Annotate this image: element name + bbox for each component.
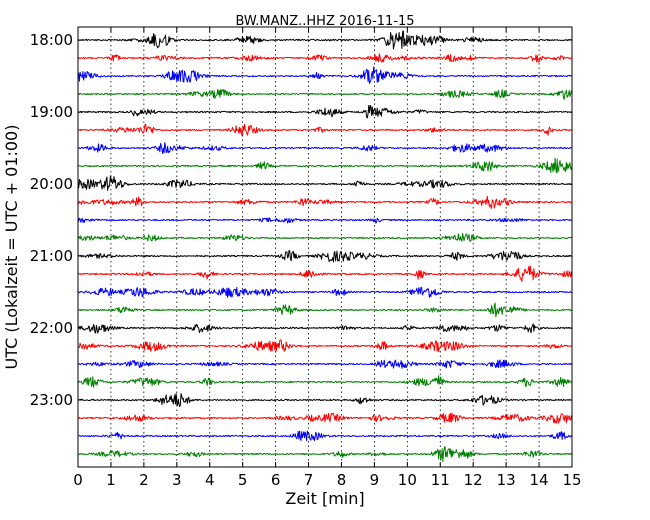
- seismic-trace: [77, 302, 573, 318]
- y-tick-label: 18:00: [30, 31, 73, 49]
- plot-frame: [77, 26, 573, 468]
- y-tick-label: 21:00: [30, 247, 73, 265]
- x-tick-label: 14: [530, 471, 549, 489]
- ticks-layer: 0 1 2 3 4 5 6 7 8 9 10 11 12 13 14 1518:0019:0020:0021:…: [30, 27, 582, 489]
- x-tick-label: 12: [464, 471, 483, 489]
- seismic-trace: [77, 30, 573, 50]
- y-tick-label: 19:00: [30, 103, 73, 121]
- x-tick-label: 11: [431, 471, 450, 489]
- x-tick-label: 5: [238, 471, 248, 489]
- x-tick-label: 7: [304, 471, 314, 489]
- seismic-trace: [77, 89, 573, 100]
- seismic-trace: [77, 53, 573, 63]
- seismic-trace: [77, 339, 573, 353]
- x-tick-label: 9: [370, 471, 380, 489]
- seismic-trace: [77, 157, 573, 174]
- grid-layer: [110, 27, 540, 467]
- seismic-trace: [77, 359, 573, 369]
- seismic-trace: [77, 412, 573, 424]
- seismic-trace: [77, 66, 573, 85]
- seismic-trace: [77, 265, 573, 283]
- x-tick-label: 8: [337, 471, 347, 489]
- x-tick-label: 15: [562, 471, 581, 489]
- seismic-trace: [77, 195, 573, 210]
- seismic-trace: [77, 430, 573, 442]
- seismic-trace: [77, 104, 573, 119]
- y-tick-label: 23:00: [30, 391, 73, 409]
- x-tick-label: 0: [73, 471, 83, 489]
- x-tick-label: 10: [398, 471, 417, 489]
- x-tick-label: 13: [497, 471, 516, 489]
- x-tick-label: 2: [139, 471, 149, 489]
- y-tick-label: 20:00: [30, 175, 73, 193]
- seismic-trace: [77, 250, 573, 263]
- x-tick-label: 3: [172, 471, 182, 489]
- seismic-trace: [77, 392, 573, 408]
- seismic-trace: [77, 375, 573, 388]
- x-tick-label: 4: [205, 471, 215, 489]
- x-tick-label: 1: [106, 471, 116, 489]
- y-axis-label: UTC (Lokalzeit = UTC + 01:00): [2, 125, 21, 370]
- x-tick-label: 6: [271, 471, 281, 489]
- seismic-trace: [77, 217, 573, 224]
- chart-title: BW.MANZ..HHZ 2016-11-15: [235, 14, 414, 29]
- seismic-trace: [77, 233, 573, 242]
- seismic-trace: [77, 286, 573, 298]
- seismic-trace: [77, 445, 573, 462]
- y-tick-label: 22:00: [30, 319, 73, 337]
- seismic-trace: [77, 142, 573, 155]
- seismic-trace: [77, 175, 573, 191]
- trace-layer: [77, 30, 573, 462]
- seismic-trace: [77, 323, 573, 334]
- x-axis-label: Zeit [min]: [285, 489, 364, 508]
- seismic-trace: [77, 123, 573, 136]
